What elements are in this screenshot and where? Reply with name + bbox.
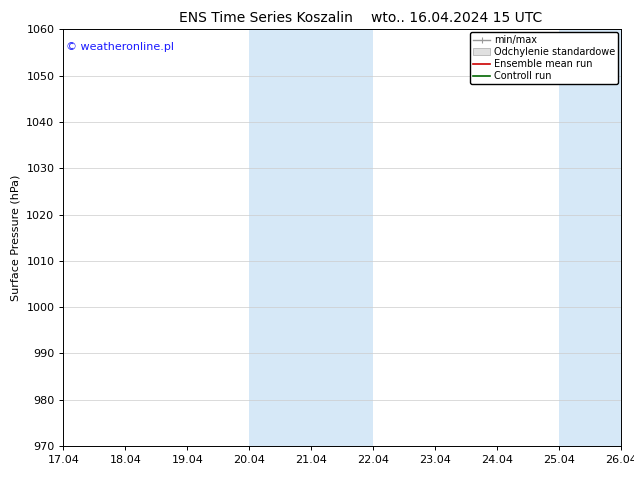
Bar — [249, 29, 373, 446]
Legend: min/max, Odchylenie standardowe, Ensemble mean run, Controll run: min/max, Odchylenie standardowe, Ensembl… — [470, 32, 618, 84]
Bar — [559, 29, 621, 446]
Y-axis label: Surface Pressure (hPa): Surface Pressure (hPa) — [11, 174, 21, 301]
Text: © weatheronline.pl: © weatheronline.pl — [66, 42, 174, 52]
Text: wto.. 16.04.2024 15 UTC: wto.. 16.04.2024 15 UTC — [371, 11, 542, 25]
Text: ENS Time Series Koszalin: ENS Time Series Koszalin — [179, 11, 353, 25]
